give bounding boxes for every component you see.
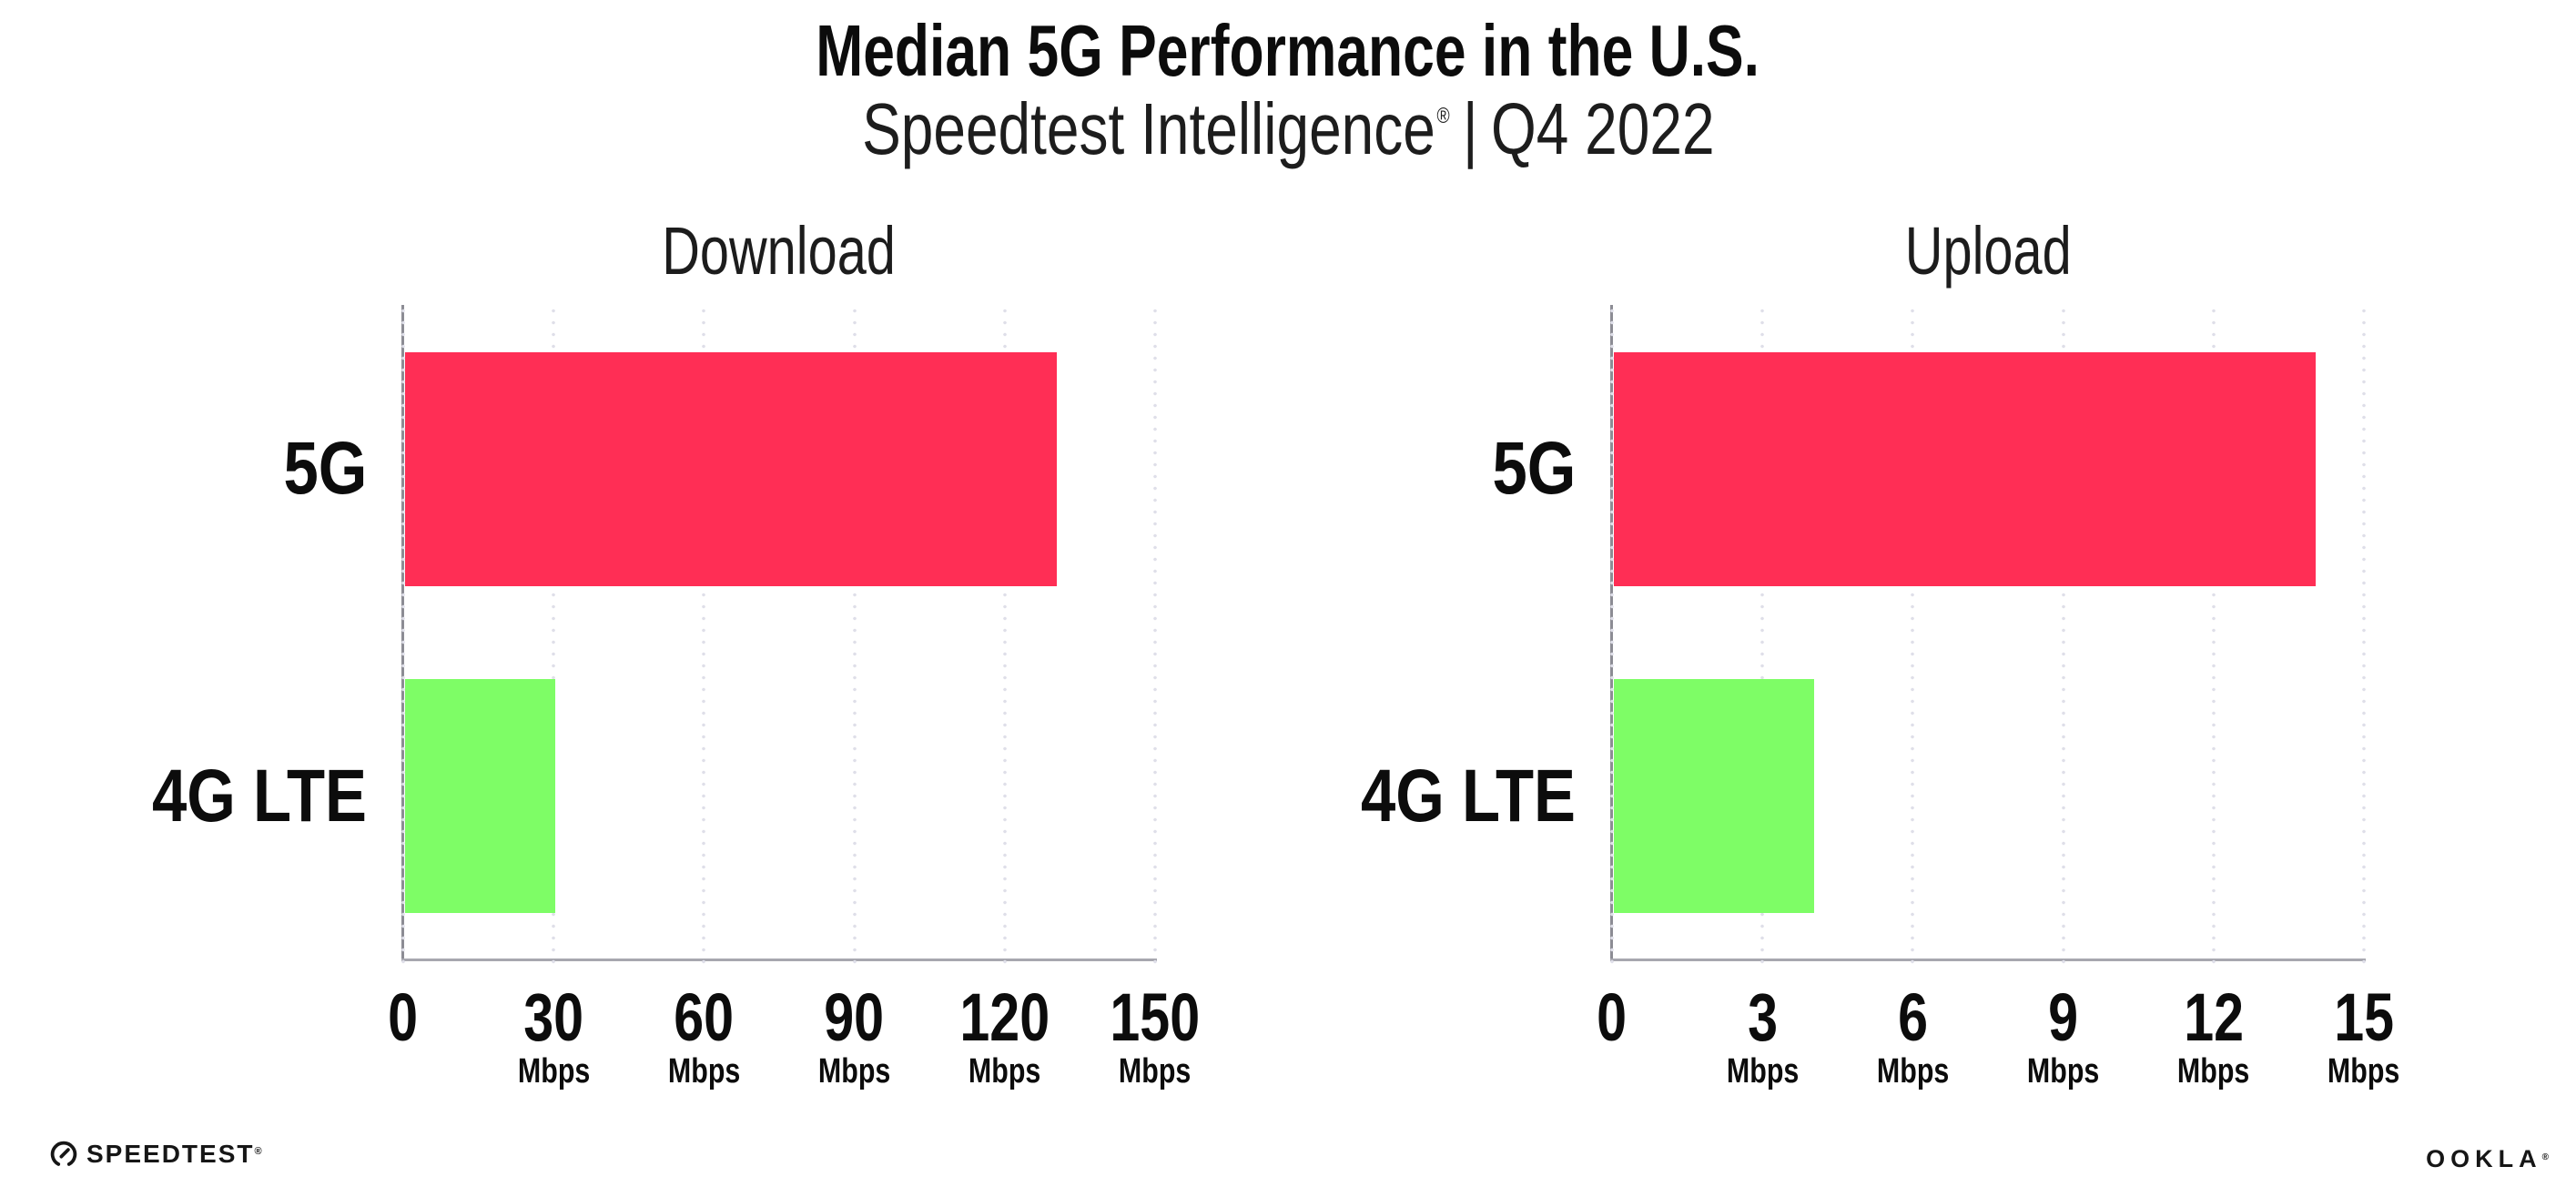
x-axis-line	[1610, 959, 2366, 961]
panel-title: Download	[403, 216, 1155, 287]
tick-label: 9	[1991, 983, 2136, 1052]
panel-title-label: Upload	[1904, 213, 2072, 289]
tick-unit-label: Mbps	[1840, 1053, 1985, 1090]
ookla-logo: OOKLA®	[2426, 1145, 2549, 1173]
tick-unit-value: Mbps	[1119, 1052, 1192, 1090]
figure-title: Median 5G Performance in the U.S.	[816, 10, 1760, 91]
subtitle-separator: |	[1462, 88, 1478, 169]
gridline	[1760, 305, 1765, 964]
gridline	[852, 305, 857, 964]
panel-title-label: Download	[662, 213, 897, 289]
ookla-label: OOKLA	[2426, 1145, 2542, 1172]
tick-unit-label: Mbps	[631, 1053, 776, 1090]
tick-unit-label: Mbps	[1689, 1053, 1835, 1090]
tick-unit-value: Mbps	[1726, 1052, 1799, 1090]
speedtest-registered-icon: ®	[254, 1146, 262, 1157]
tick-unit-label: Mbps	[782, 1053, 928, 1090]
tick-unit-value: Mbps	[2328, 1052, 2400, 1090]
gridline	[1911, 305, 1915, 964]
tick-unit-value: Mbps	[969, 1052, 1041, 1090]
tick-value: 0	[388, 979, 419, 1055]
category-label-text: 5G	[283, 427, 367, 510]
category-label-5g: 5G	[3, 431, 367, 506]
speedtest-gauge-icon	[50, 1141, 77, 1168]
tick-label: 6	[1840, 983, 1985, 1052]
x-axis-line	[401, 959, 1157, 961]
ookla-registered-icon: ®	[2541, 1152, 2549, 1162]
speedtest-logo: SPEEDTEST®	[50, 1140, 262, 1169]
tick-value: 3	[1747, 979, 1778, 1055]
gridline	[552, 305, 556, 964]
tick-unit-value: Mbps	[2177, 1052, 2250, 1090]
ookla-wordmark: OOKLA®	[2426, 1145, 2549, 1172]
tick-unit-value: Mbps	[1876, 1052, 1950, 1090]
upload-chart: Upload 0 3 Mbps 6 Mbps 9 Mbps 12 Mbps 15 Mbps 5G 4G L…	[1361, 216, 2400, 1090]
gridline	[1153, 305, 1157, 964]
tick-value: 12	[2183, 979, 2244, 1055]
category-label-5g: 5G	[1212, 431, 1576, 506]
tick-value: 9	[2048, 979, 2079, 1055]
tick-value: 15	[2334, 979, 2394, 1055]
tick-value: 6	[1897, 979, 1928, 1055]
tick-label: 15	[2291, 983, 2437, 1052]
tick-label: 0	[330, 983, 476, 1052]
tick-label: 60	[631, 983, 776, 1052]
tick-value: 120	[959, 979, 1050, 1055]
tick-unit-label: Mbps	[932, 1053, 1078, 1090]
tick-value: 90	[824, 979, 885, 1055]
category-label-4g-lte: 4G LTE	[3, 759, 367, 834]
tick-label: 150	[1082, 983, 1228, 1052]
tick-label: 0	[1539, 983, 1685, 1052]
figure-header: Median 5G Performance in the U.S.	[0, 13, 2576, 89]
category-label-text: 4G LTE	[151, 755, 367, 837]
tick-label: 90	[782, 983, 928, 1052]
gridline	[1610, 305, 1614, 964]
gridline	[702, 305, 706, 964]
tick-value: 60	[674, 979, 735, 1055]
gridline	[2362, 305, 2366, 964]
tick-label: 30	[481, 983, 626, 1052]
tick-unit-label: Mbps	[1082, 1053, 1228, 1090]
tick-value: 30	[523, 979, 584, 1055]
tick-label: 12	[2141, 983, 2287, 1052]
registered-trademark-icon: ®	[1436, 104, 1450, 128]
bar-4g-lte	[1614, 679, 1814, 913]
tick-unit-value: Mbps	[517, 1052, 590, 1090]
tick-unit-value: Mbps	[2026, 1052, 2100, 1090]
speedtest-label: SPEEDTEST	[86, 1140, 255, 1168]
tick-unit-value: Mbps	[667, 1052, 741, 1090]
category-label-text: 5G	[1492, 427, 1576, 510]
bar-4g-lte	[405, 679, 555, 913]
figure-subheader: Speedtest Intelligence® | Q4 2022	[0, 90, 2576, 187]
bar-5g	[1614, 352, 2316, 586]
gridline	[401, 305, 405, 964]
subtitle-period: Q4 2022	[1490, 88, 1715, 169]
tick-unit-value: Mbps	[817, 1052, 891, 1090]
bar-5g	[405, 352, 1057, 586]
download-chart: Download 0 30 Mbps 60 Mbps 90 Mbps 120 Mbps 150 Mbp…	[152, 216, 1200, 1090]
tick-value: 0	[1597, 979, 1628, 1055]
tick-label: 120	[932, 983, 1078, 1052]
panel-title: Upload	[1612, 216, 2364, 287]
speedtest-wordmark: SPEEDTEST®	[86, 1140, 262, 1169]
tick-unit-label: Mbps	[481, 1053, 626, 1090]
tick-unit-label: Mbps	[1991, 1053, 2136, 1090]
subtitle-brand: Speedtest Intelligence	[861, 88, 1435, 169]
tick-label: 3	[1689, 983, 1835, 1052]
gridline	[1002, 305, 1007, 964]
gridline	[2211, 305, 2216, 964]
tick-unit-label: Mbps	[2291, 1053, 2437, 1090]
tick-unit-label: Mbps	[2141, 1053, 2287, 1090]
figure-subtitle: Speedtest Intelligence® | Q4 2022	[862, 90, 1715, 187]
tick-value: 150	[1110, 979, 1201, 1055]
category-label-text: 4G LTE	[1360, 755, 1576, 837]
category-label-4g-lte: 4G LTE	[1212, 759, 1576, 834]
gridline	[2061, 305, 2065, 964]
